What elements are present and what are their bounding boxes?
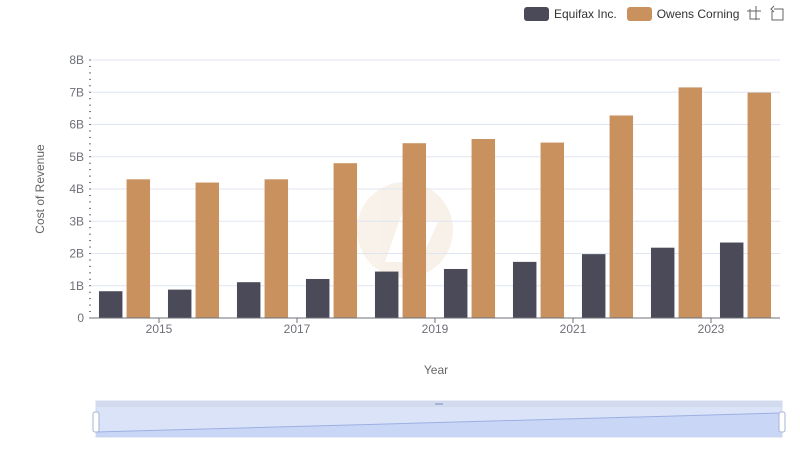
bar-owens-corning-2017[interactable]	[333, 163, 358, 318]
x-tick-label: 2023	[698, 322, 725, 336]
bars	[98, 87, 772, 318]
y-tick-label: 4B	[69, 182, 84, 196]
bar-equifax-2016[interactable]	[236, 282, 261, 318]
x-axis-title: Year	[424, 363, 448, 377]
legend: Equifax Inc. Owens Corning	[524, 4, 739, 24]
y-axis-title: Cost of Revenue	[33, 144, 47, 234]
x-tick-label: 2017	[284, 322, 311, 336]
y-tick-label: 6B	[69, 118, 84, 132]
bar-equifax-2022[interactable]	[650, 247, 675, 318]
zoom-data-line	[95, 412, 783, 433]
bar-equifax-2021[interactable]	[581, 254, 606, 318]
bar-owens-corning-2019[interactable]	[471, 139, 496, 318]
bar-equifax-2015[interactable]	[167, 289, 192, 318]
bar-equifax-2023[interactable]	[719, 242, 744, 318]
bar-owens-corning-2020[interactable]	[540, 142, 565, 318]
bar-equifax-2020[interactable]	[512, 261, 537, 318]
bar-owens-corning-2015[interactable]	[195, 182, 220, 318]
y-tick-label: 1B	[69, 279, 84, 293]
zoom-move-handle[interactable]	[435, 403, 443, 405]
zoom-select-icon[interactable]	[746, 5, 762, 21]
y-tick-label: 7B	[69, 85, 84, 99]
toolbox	[746, 5, 784, 21]
bar-owens-corning-2021[interactable]	[609, 115, 634, 318]
zoom-handle-left[interactable]	[92, 411, 100, 433]
y-tick-label: 8B	[69, 53, 84, 67]
legend-swatch-owens-corning	[626, 7, 652, 21]
y-tick-label: 3B	[69, 214, 84, 228]
legend-label-owens-corning: Owens Corning	[656, 7, 740, 21]
y-tick-label: 0	[77, 311, 84, 325]
bar-owens-corning-2018[interactable]	[402, 143, 427, 318]
bar-owens-corning-2016[interactable]	[264, 179, 289, 318]
bar-equifax-2014[interactable]	[98, 291, 123, 318]
zoom-restore-icon[interactable]	[768, 5, 784, 21]
zoom-data-shadow	[96, 413, 782, 437]
bar-equifax-2019[interactable]	[443, 268, 468, 318]
y-axis-tick-labels: 0 1B 2B 3B 4B 5B 6B 7B 8B	[69, 53, 84, 325]
legend-item-owens-corning[interactable]: Owens Corning	[626, 7, 740, 21]
x-axis-tick-labels: 2015 2017 2019 2021 2023	[146, 318, 725, 336]
x-tick-label: 2019	[422, 322, 449, 336]
zoom-handle-right[interactable]	[778, 411, 786, 433]
x-tick-label: 2021	[560, 322, 587, 336]
zoom-selection[interactable]	[96, 407, 782, 437]
x-tick-label: 2015	[146, 322, 173, 336]
legend-item-equifax[interactable]: Equifax Inc.	[524, 7, 617, 21]
bar-owens-corning-2014[interactable]	[126, 179, 151, 318]
legend-label-equifax: Equifax Inc.	[554, 7, 617, 21]
bar-equifax-2018[interactable]	[374, 271, 399, 318]
bar-owens-corning-2022[interactable]	[678, 87, 703, 318]
bar-owens-corning-2023[interactable]	[747, 92, 772, 318]
legend-swatch-equifax	[524, 7, 549, 21]
y-tick-label: 2B	[69, 247, 84, 261]
bar-equifax-2017[interactable]	[305, 278, 330, 318]
y-tick-label: 5B	[69, 150, 84, 164]
